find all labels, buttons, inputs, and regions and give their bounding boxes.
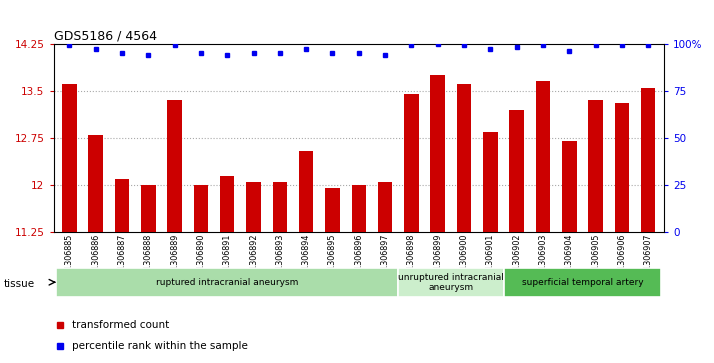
Bar xyxy=(246,182,261,232)
Bar xyxy=(588,100,603,232)
Bar xyxy=(641,87,655,232)
Bar xyxy=(299,151,313,232)
Bar xyxy=(56,268,398,297)
Bar xyxy=(431,75,445,232)
Text: tissue: tissue xyxy=(4,279,35,289)
Bar xyxy=(326,188,340,232)
Bar xyxy=(503,268,661,297)
Bar xyxy=(351,185,366,232)
Text: ruptured intracranial aneurysm: ruptured intracranial aneurysm xyxy=(156,278,298,287)
Bar xyxy=(536,81,550,232)
Text: transformed count: transformed count xyxy=(72,321,169,330)
Bar xyxy=(89,135,103,232)
Text: GDS5186 / 4564: GDS5186 / 4564 xyxy=(54,29,156,42)
Bar xyxy=(378,182,392,232)
Bar xyxy=(509,110,524,232)
Bar xyxy=(483,132,498,232)
Bar xyxy=(398,268,503,297)
Bar xyxy=(457,85,471,232)
Bar xyxy=(562,141,576,232)
Bar xyxy=(615,103,629,232)
Bar xyxy=(62,85,76,232)
Bar xyxy=(273,182,287,232)
Text: percentile rank within the sample: percentile rank within the sample xyxy=(72,341,248,351)
Bar xyxy=(193,185,208,232)
Bar xyxy=(115,179,129,232)
Text: superficial temporal artery: superficial temporal artery xyxy=(522,278,643,287)
Bar xyxy=(220,176,234,232)
Bar xyxy=(141,185,156,232)
Bar xyxy=(167,100,182,232)
Text: unruptured intracranial
aneurysm: unruptured intracranial aneurysm xyxy=(398,273,504,292)
Bar xyxy=(404,94,418,232)
